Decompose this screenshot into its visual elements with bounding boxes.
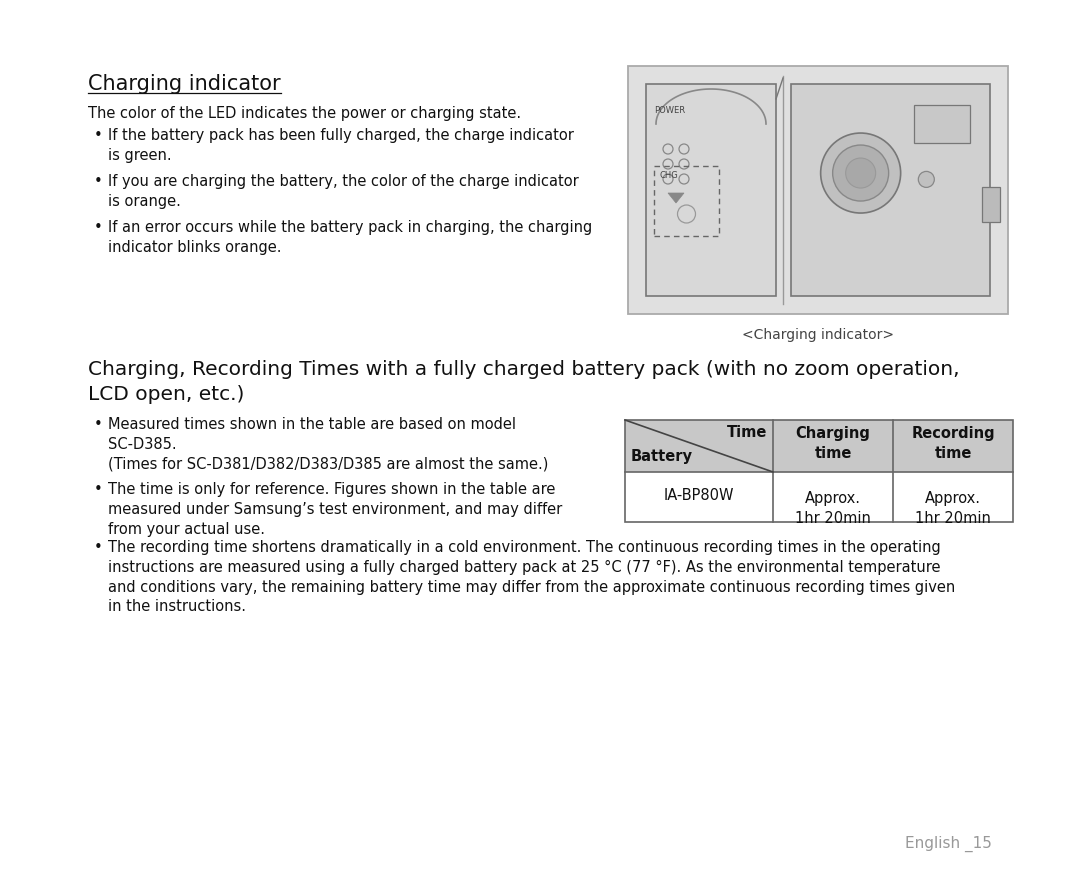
Text: Time: Time bbox=[727, 425, 767, 440]
Text: Measured times shown in the table are based on model
SC-D385.
(Times for SC-D381: Measured times shown in the table are ba… bbox=[108, 417, 549, 472]
Text: •: • bbox=[94, 128, 103, 143]
Text: •: • bbox=[94, 540, 103, 555]
Circle shape bbox=[833, 145, 889, 201]
Bar bbox=[982, 187, 1000, 222]
Bar bbox=[627, 66, 1008, 314]
Text: Charging, Recording Times with a fully charged battery pack (with no zoom operat: Charging, Recording Times with a fully c… bbox=[87, 360, 960, 404]
Text: Battery: Battery bbox=[631, 449, 693, 464]
Text: •: • bbox=[94, 174, 103, 189]
Text: The time is only for reference. Figures shown in the table are
measured under Sa: The time is only for reference. Figures … bbox=[108, 482, 563, 537]
Text: If an error occurs while the battery pack in charging, the charging
indicator bl: If an error occurs while the battery pac… bbox=[108, 220, 592, 255]
Bar bbox=[625, 420, 1013, 522]
Text: The recording time shortens dramatically in a cold environment. The continuous r: The recording time shortens dramatically… bbox=[108, 540, 955, 614]
Text: English _15: English _15 bbox=[905, 836, 993, 852]
Circle shape bbox=[846, 158, 876, 188]
Bar bbox=[646, 84, 777, 296]
Bar bbox=[625, 420, 1013, 472]
Circle shape bbox=[918, 171, 934, 187]
Text: •: • bbox=[94, 482, 103, 497]
Text: Charging indicator: Charging indicator bbox=[87, 74, 281, 94]
Text: •: • bbox=[94, 220, 103, 235]
Bar bbox=[791, 84, 990, 296]
Bar bbox=[625, 472, 1013, 522]
Text: POWER: POWER bbox=[654, 106, 685, 115]
Text: If you are charging the battery, the color of the charge indicator
is orange.: If you are charging the battery, the col… bbox=[108, 174, 579, 209]
Circle shape bbox=[821, 133, 901, 213]
Text: Recording
time: Recording time bbox=[912, 426, 995, 461]
Text: <Charging indicator>: <Charging indicator> bbox=[742, 328, 894, 342]
Polygon shape bbox=[669, 193, 684, 203]
Text: •: • bbox=[94, 417, 103, 432]
Text: CHG: CHG bbox=[659, 171, 678, 180]
Text: If the battery pack has been fully charged, the charge indicator
is green.: If the battery pack has been fully charg… bbox=[108, 128, 573, 163]
Text: IA-BP80W: IA-BP80W bbox=[664, 489, 734, 503]
Text: Charging
time: Charging time bbox=[796, 426, 870, 461]
Text: Approx.
1hr 20min: Approx. 1hr 20min bbox=[915, 491, 991, 526]
Bar bbox=[915, 105, 970, 143]
Text: The color of the LED indicates the power or charging state.: The color of the LED indicates the power… bbox=[87, 106, 522, 121]
Bar bbox=[654, 166, 719, 236]
Text: Approx.
1hr 20min: Approx. 1hr 20min bbox=[795, 491, 870, 526]
